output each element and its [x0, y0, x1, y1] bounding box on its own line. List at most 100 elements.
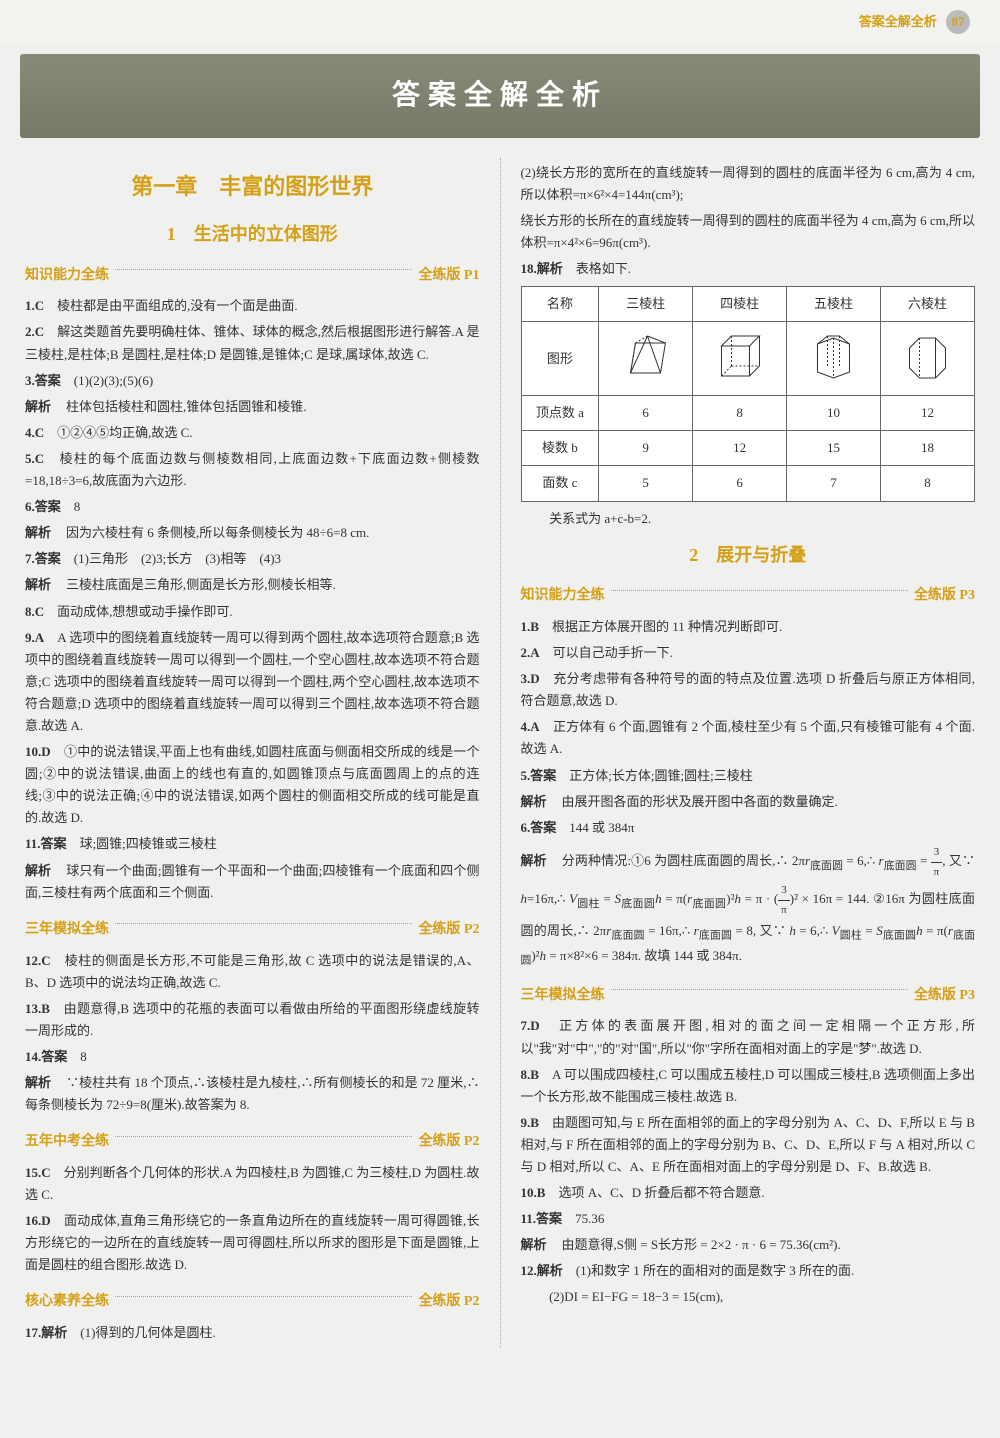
shape-pent	[787, 322, 881, 396]
answer-item: 16.D 面动成体,直角三角形绕它的一条直角边所在的直线旋转一周可得圆锥,长方形…	[25, 1210, 480, 1276]
th-quad: 四棱柱	[693, 287, 787, 322]
bar-dots	[611, 989, 908, 990]
answer-item: 解析 ∵棱柱共有 18 个顶点,∴该棱柱是九棱柱,∴所有侧棱长的和是 72 厘米…	[25, 1072, 480, 1116]
answer-item: 17.解析 (1)得到的几何体是圆柱.	[25, 1322, 480, 1344]
item-num: 2.C	[25, 324, 44, 339]
bar-ref: 全练版 P1	[418, 264, 479, 288]
cell: 6	[693, 466, 787, 501]
answer-item: 4.A 正方体有 6 个面,圆锥有 2 个面,棱柱至少有 5 个面,只有棱锥可能…	[521, 716, 976, 760]
bar-label: 核心素养全练	[25, 1290, 109, 1314]
bar-label: 知识能力全练	[521, 584, 605, 608]
answer-item: 2.A 可以自己动手折一下.	[521, 642, 976, 664]
item-text: A 可以围成四棱柱,C 可以围成五棱柱,D 可以围成三棱柱,B 选项侧面上多出一…	[521, 1067, 976, 1104]
item-num: 3.答案	[25, 373, 61, 388]
item-tag: 解析	[25, 860, 51, 882]
table-row: 棱数 b 9 12 15 18	[521, 431, 975, 466]
content-area: 第一章 丰富的图形世界 1 生活中的立体图形 知识能力全练 全练版 P1 1.C…	[0, 158, 1000, 1374]
item-text: 面动成体,直角三角形绕它的一条直角边所在的直线旋转一周可得圆锥,长方形绕它的一边…	[25, 1213, 480, 1272]
bar-knowledge-2: 知识能力全练 全练版 P3	[521, 584, 976, 608]
banner-title: 答案全解全析	[20, 54, 980, 138]
item-num: 8.C	[25, 604, 44, 619]
item-text: 8	[74, 499, 81, 514]
table-row: 顶点数 a 6 8 10 12	[521, 396, 975, 431]
bar-dots	[115, 923, 412, 924]
item-text: 8	[80, 1049, 87, 1064]
item-text: 解这类题首先要明确柱体、锥体、球体的概念,然后根据图形进行解答.A 是三棱柱,是…	[25, 324, 480, 361]
answer-item: 10.B 选项 A、C、D 折叠后都不符合题意.	[521, 1182, 976, 1204]
answer-item: 4.C ①②④⑤均正确,故选 C.	[25, 422, 480, 444]
item-num: 2.A	[521, 645, 540, 660]
item-text: 面动成体,想想或动手操作即可.	[57, 604, 233, 619]
answer-item: 1.B 根据正方体展开图的 11 种情况判断即可.	[521, 616, 976, 638]
page-number: 87	[946, 10, 970, 34]
item-18: 18.解析 表格如下.	[521, 258, 976, 280]
item-text: ∵棱柱共有 18 个顶点,∴该棱柱是九棱柱,∴所有侧棱长的和是 72 厘米,∴每…	[25, 1075, 479, 1112]
answer-item: 绕长方形的长所在的直线旋转一周得到的圆柱的底面半径为 4 cm,高为 6 cm,…	[521, 210, 976, 254]
bar-ref: 全练版 P2	[418, 1290, 479, 1314]
answer-item: 14.答案 8	[25, 1046, 480, 1068]
item-num: 7.答案	[25, 551, 61, 566]
answer-item: 3.答案 (1)(2)(3);(5)(6)	[25, 370, 480, 392]
answer-item: 解析 柱体包括棱柱和圆柱,锥体包括圆锥和棱锥.	[25, 396, 480, 418]
item-tag: 解析	[25, 522, 51, 544]
item-text: (1)得到的几何体是圆柱.	[80, 1325, 215, 1340]
item-text: 根据正方体展开图的 11 种情况判断即可.	[552, 619, 782, 634]
item-num: 11.答案	[25, 836, 67, 851]
item-num: 8.B	[521, 1067, 539, 1082]
item-text: 可以自己动手折一下.	[553, 645, 673, 660]
bar-ref: 全练版 P3	[914, 584, 975, 608]
cell: 8	[693, 396, 787, 431]
row-label: 顶点数 a	[521, 396, 599, 431]
item-num: 9.A	[25, 630, 44, 645]
item-num: 4.C	[25, 425, 44, 440]
item-text: (1)和数字 1 所在的面相对的面是数字 3 所在的面.	[576, 1263, 854, 1278]
item-num: 3.D	[521, 671, 540, 686]
answer-item: 3.D 充分考虑带有各种符号的面的特点及位置.选项 D 折叠后与原正方体相同,符…	[521, 668, 976, 712]
item-num: 1.C	[25, 298, 44, 313]
answer-item: 12.解析 (1)和数字 1 所在的面相对的面是数字 3 所在的面.	[521, 1260, 976, 1282]
item-num: 9.B	[521, 1115, 539, 1130]
item-num: 6.答案	[521, 820, 557, 835]
item-num: 12.解析	[521, 1263, 563, 1278]
item-text: 正方体有 6 个面,圆锥有 2 个面,棱柱至少有 5 个面,只有棱锥可能有 4 …	[521, 719, 975, 756]
answer-item: 解析 由展开图各面的形状及展开图中各面的数量确定.	[521, 791, 976, 813]
item-num: 15.C	[25, 1165, 51, 1180]
item-tag: 解析	[521, 791, 547, 813]
th-tri: 三棱柱	[599, 287, 693, 322]
item-num: 14.答案	[25, 1049, 67, 1064]
answer-item: 1.C 棱柱都是由平面组成的,没有一个面是曲面.	[25, 295, 480, 317]
item-text: ①②④⑤均正确,故选 C.	[57, 425, 192, 440]
shape-hex	[881, 322, 975, 396]
item-text: 由题图可知,与 E 所在面相邻的面上的字母分别为 A、C、D、F,所以 E 与 …	[521, 1115, 976, 1174]
answer-item: 解析 三棱柱底面是三角形,侧面是长方形,侧棱长相等.	[25, 574, 480, 596]
item-text: 棱柱都是由平面组成的,没有一个面是曲面.	[57, 298, 298, 313]
bar-label: 三年模拟全练	[521, 984, 605, 1008]
item-text: 由题意得,S侧 = S长方形 = 2×2 · π · 6 = 75.36(cm²…	[562, 1237, 841, 1252]
bar-dots	[611, 590, 908, 591]
item-num: 6.答案	[25, 499, 61, 514]
cell: 5	[599, 466, 693, 501]
item-text: A 选项中的图绕着直线旋转一周可以得到两个圆柱,故本选项符合题意;B 选项中的图…	[25, 630, 480, 733]
item-text: (1)(2)(3);(5)(6)	[74, 373, 153, 388]
item-num: 10.B	[521, 1185, 546, 1200]
prism-table: 名称 三棱柱 四棱柱 五棱柱 六棱柱 图形	[521, 286, 976, 501]
item-text: 正方体的表面展开图,相对的面之间一定相隔一个正方形,所以"我"对"中","的"对…	[521, 1018, 975, 1055]
answer-item: 解析 由题意得,S侧 = S长方形 = 2×2 · π · 6 = 75.36(…	[521, 1234, 976, 1256]
item-num: 1.B	[521, 619, 539, 634]
row-label: 棱数 b	[521, 431, 599, 466]
cell: 7	[787, 466, 881, 501]
item-num: 5.答案	[521, 768, 557, 783]
item-num: 13.B	[25, 1001, 50, 1016]
item-6-analysis: 解析 分两种情况:①6 为圆柱底面圆的周长,∴ 2πr底面圆 = 6,∴ r底面…	[521, 843, 976, 970]
item-text: (1)三角形 (2)3;长方 (3)相等 (4)3	[74, 551, 281, 566]
item-text: ①中的说法错误,平面上也有曲线,如圆柱底面与侧面相交所成的线是一个圆;②中的说法…	[25, 744, 480, 825]
bar-ref: 全练版 P3	[914, 984, 975, 1008]
th-pent: 五棱柱	[787, 287, 881, 322]
cell: 12	[693, 431, 787, 466]
section-2-title: 2 展开与折叠	[521, 540, 976, 571]
item-text: 表格如下.	[576, 261, 631, 276]
right-column: (2)绕长方形的宽所在的直线旋转一周得到的圆柱的底面半径为 6 cm,高为 4 …	[521, 158, 976, 1349]
answer-item: 6.答案 8	[25, 496, 480, 518]
item-text: (2)DI = EI−FG = 18−3 = 15(cm),	[549, 1289, 723, 1304]
item-text: 分别判断各个几何体的形状.A 为四棱柱,B 为圆锥,C 为三棱柱,D 为圆柱.故…	[25, 1165, 479, 1202]
